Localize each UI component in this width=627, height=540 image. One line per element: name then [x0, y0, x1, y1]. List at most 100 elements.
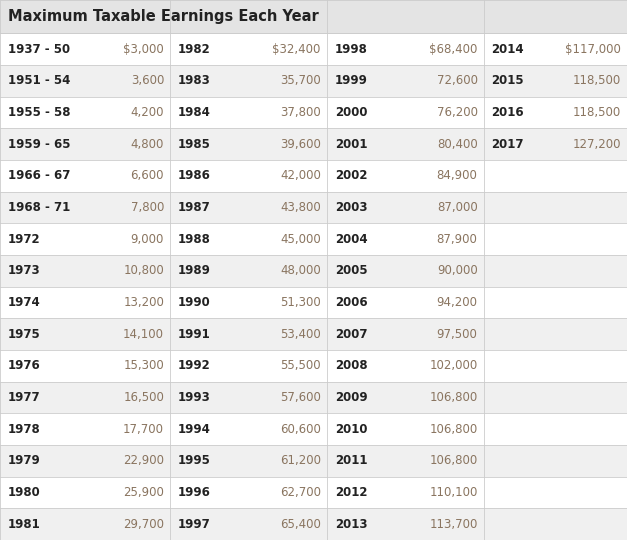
Text: 1977: 1977 [8, 391, 40, 404]
Text: 1982: 1982 [178, 43, 211, 56]
Text: 106,800: 106,800 [429, 423, 478, 436]
Bar [0, 33, 627, 65]
Text: 1991: 1991 [178, 328, 211, 341]
Text: 1997: 1997 [178, 518, 211, 531]
Text: 53,400: 53,400 [280, 328, 321, 341]
Bar [0, 477, 627, 508]
Text: 87,000: 87,000 [437, 201, 478, 214]
Text: 97,500: 97,500 [437, 328, 478, 341]
Text: 2009: 2009 [335, 391, 367, 404]
Text: 2012: 2012 [335, 486, 367, 499]
Bar [0, 0, 627, 33]
Text: 1995: 1995 [178, 454, 211, 467]
Text: 2007: 2007 [335, 328, 367, 341]
Text: 1976: 1976 [8, 360, 40, 373]
Text: 2010: 2010 [335, 423, 367, 436]
Text: 13,200: 13,200 [124, 296, 164, 309]
Bar [0, 224, 627, 255]
Text: 1999: 1999 [335, 75, 367, 87]
Text: $117,000: $117,000 [565, 43, 621, 56]
Bar [0, 445, 627, 477]
Text: 35,700: 35,700 [280, 75, 321, 87]
Text: 2005: 2005 [335, 265, 367, 278]
Text: 2013: 2013 [335, 518, 367, 531]
Text: 10,800: 10,800 [124, 265, 164, 278]
Text: 2001: 2001 [335, 138, 367, 151]
Bar [0, 350, 627, 382]
Text: 1978: 1978 [8, 423, 40, 436]
Text: 1955 - 58: 1955 - 58 [8, 106, 70, 119]
Text: 2011: 2011 [335, 454, 367, 467]
Text: 17,700: 17,700 [123, 423, 164, 436]
Text: 55,500: 55,500 [280, 360, 321, 373]
Text: 84,900: 84,900 [437, 170, 478, 183]
Text: 2016: 2016 [492, 106, 524, 119]
Text: 127,200: 127,200 [572, 138, 621, 151]
Text: 1981: 1981 [8, 518, 40, 531]
Text: 2014: 2014 [492, 43, 524, 56]
Text: 1951 - 54: 1951 - 54 [8, 75, 70, 87]
Text: 1983: 1983 [178, 75, 211, 87]
Text: 2000: 2000 [335, 106, 367, 119]
Text: 76,200: 76,200 [436, 106, 478, 119]
Text: 1986: 1986 [178, 170, 211, 183]
Text: 106,800: 106,800 [429, 391, 478, 404]
Text: 90,000: 90,000 [437, 265, 478, 278]
Text: 45,000: 45,000 [280, 233, 321, 246]
Text: 62,700: 62,700 [280, 486, 321, 499]
Bar [0, 129, 627, 160]
Text: 37,800: 37,800 [280, 106, 321, 119]
Text: 57,600: 57,600 [280, 391, 321, 404]
Text: 42,000: 42,000 [280, 170, 321, 183]
Text: 1980: 1980 [8, 486, 40, 499]
Text: 2015: 2015 [492, 75, 524, 87]
Text: 3,600: 3,600 [131, 75, 164, 87]
Text: 15,300: 15,300 [124, 360, 164, 373]
Text: 7,800: 7,800 [131, 201, 164, 214]
Text: 106,800: 106,800 [429, 454, 478, 467]
Bar [0, 97, 627, 129]
Text: 1994: 1994 [178, 423, 211, 436]
Text: 60,600: 60,600 [280, 423, 321, 436]
Text: 65,400: 65,400 [280, 518, 321, 531]
Text: 9,000: 9,000 [131, 233, 164, 246]
Text: 1979: 1979 [8, 454, 40, 467]
Bar [0, 192, 627, 224]
Text: 87,900: 87,900 [437, 233, 478, 246]
Text: 16,500: 16,500 [124, 391, 164, 404]
Text: 25,900: 25,900 [124, 486, 164, 499]
Text: 110,100: 110,100 [429, 486, 478, 499]
Text: 1996: 1996 [178, 486, 211, 499]
Text: 1968 - 71: 1968 - 71 [8, 201, 70, 214]
Text: 1974: 1974 [8, 296, 40, 309]
Text: 1987: 1987 [178, 201, 211, 214]
Text: 14,100: 14,100 [123, 328, 164, 341]
Text: 2004: 2004 [335, 233, 367, 246]
Text: 2003: 2003 [335, 201, 367, 214]
Text: 61,200: 61,200 [280, 454, 321, 467]
Text: 2017: 2017 [492, 138, 524, 151]
Text: 29,700: 29,700 [123, 518, 164, 531]
Text: 1966 - 67: 1966 - 67 [8, 170, 70, 183]
Bar [0, 65, 627, 97]
Text: $68,400: $68,400 [429, 43, 478, 56]
Text: 4,200: 4,200 [130, 106, 164, 119]
Text: 113,700: 113,700 [429, 518, 478, 531]
Bar [0, 508, 627, 540]
Text: 94,200: 94,200 [436, 296, 478, 309]
Bar [0, 255, 627, 287]
Text: 1975: 1975 [8, 328, 40, 341]
Text: $3,000: $3,000 [124, 43, 164, 56]
Text: 1984: 1984 [178, 106, 211, 119]
Bar [0, 382, 627, 414]
Text: 4,800: 4,800 [131, 138, 164, 151]
Text: 2008: 2008 [335, 360, 367, 373]
Text: 1973: 1973 [8, 265, 40, 278]
Text: 80,400: 80,400 [437, 138, 478, 151]
Text: 1998: 1998 [335, 43, 367, 56]
Text: 2006: 2006 [335, 296, 367, 309]
Text: $32,400: $32,400 [273, 43, 321, 56]
Text: 48,000: 48,000 [280, 265, 321, 278]
Text: 39,600: 39,600 [280, 138, 321, 151]
Text: 1989: 1989 [178, 265, 211, 278]
